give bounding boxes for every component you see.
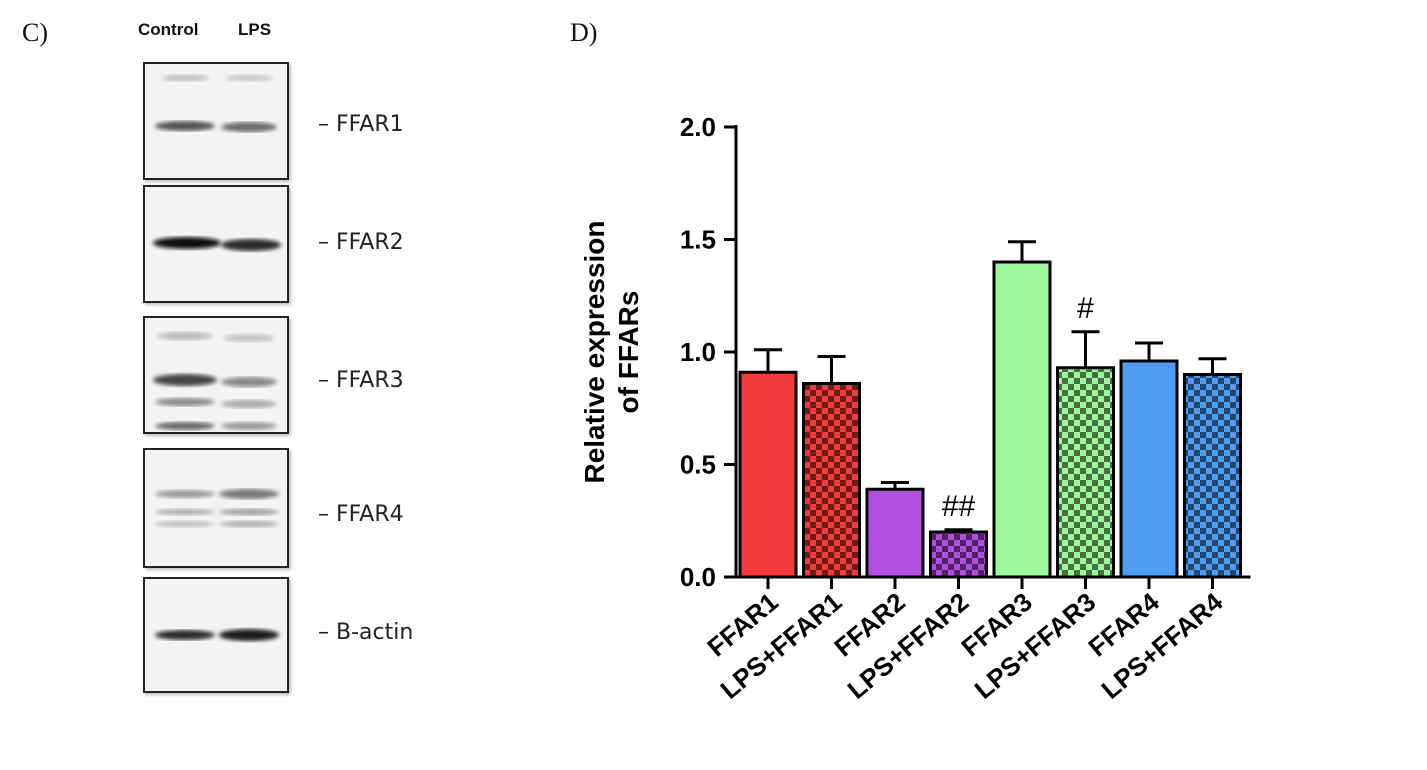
- y-tick-label: 0.0: [680, 562, 716, 592]
- y-tick-label: 0.5: [680, 450, 716, 480]
- bar: [992, 260, 1052, 579]
- bar: [738, 370, 798, 579]
- blot-ffar1: [143, 62, 289, 180]
- y-tick-label: 1.0: [680, 337, 716, 367]
- bar-pattern: [1186, 376, 1239, 576]
- significance-annotation: ##: [942, 490, 976, 523]
- bar-pattern: [932, 533, 985, 576]
- blot-label-ffar3: – FFAR3: [318, 368, 404, 393]
- y-tick-label: 1.5: [680, 225, 716, 255]
- y-axis-label: Relative expression of FFARs: [579, 220, 644, 483]
- lane-header-lps: LPS: [238, 20, 272, 39]
- y-tick-label: 2.0: [680, 112, 716, 142]
- significance-annotation: #: [1077, 292, 1094, 325]
- blot-ffar4: [143, 448, 289, 568]
- blot-label-b-actin: – B-actin: [318, 620, 414, 645]
- bar-pattern: [1059, 369, 1112, 576]
- blot-b-actin: [143, 577, 289, 693]
- bar-pattern: [805, 385, 858, 576]
- panel-label-c: C): [22, 18, 48, 47]
- blot-label-ffar1: – FFAR1: [318, 112, 404, 137]
- blot-label-ffar2: – FFAR2: [318, 230, 404, 255]
- lane-header-control: Control: [138, 20, 199, 39]
- blot-ffar3: [143, 316, 289, 434]
- blot-ffar2: [143, 185, 289, 303]
- bar: [1119, 359, 1179, 579]
- bar: [865, 487, 925, 579]
- blot-label-ffar4: – FFAR4: [318, 502, 404, 527]
- panel-label-d: D): [570, 18, 598, 47]
